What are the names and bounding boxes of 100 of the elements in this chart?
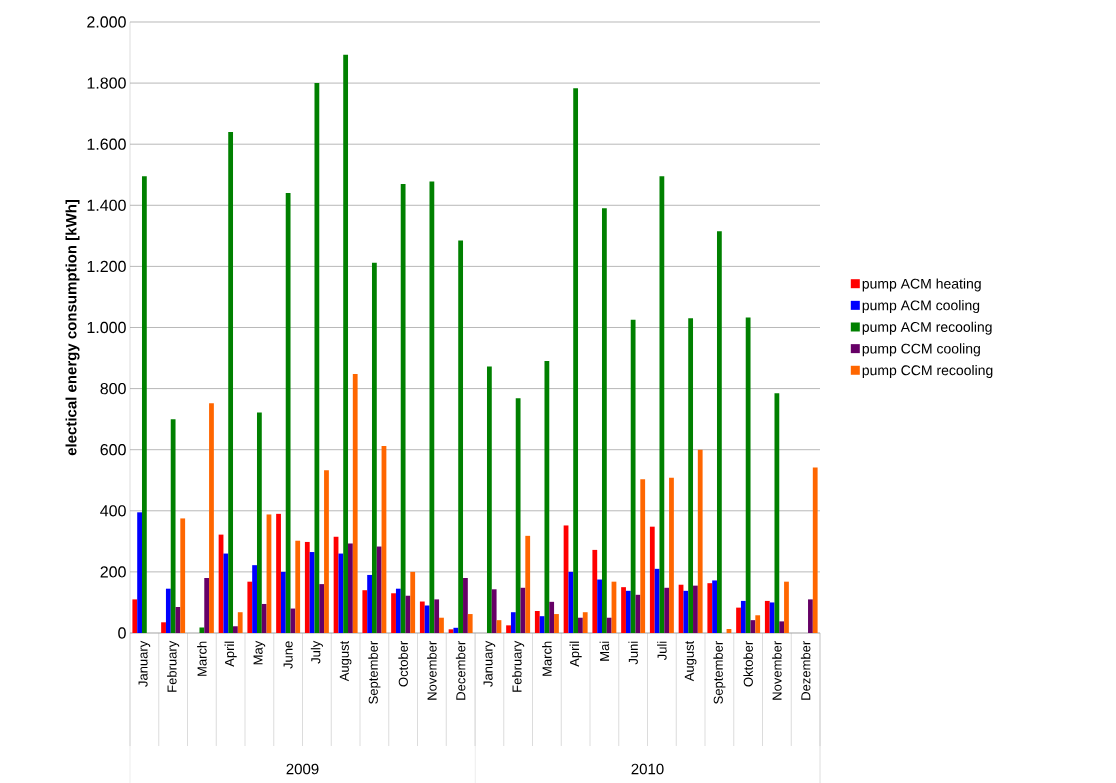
bar <box>410 571 416 633</box>
bar <box>463 577 468 633</box>
x-tick-label: March <box>197 641 207 676</box>
x-tick-label: March <box>542 641 552 676</box>
y-tick-label: 1.200 <box>87 260 126 272</box>
x-tick-label: November <box>427 640 437 700</box>
x-tick-label: June <box>283 641 293 669</box>
bar <box>640 479 646 633</box>
bar <box>578 617 583 633</box>
bar <box>429 181 435 633</box>
bar <box>348 543 353 633</box>
y-tick-label: 600 <box>100 443 126 456</box>
bar <box>285 192 291 633</box>
x-tick-label: September <box>713 640 726 704</box>
bar <box>371 262 377 633</box>
bar <box>391 593 396 633</box>
bar <box>812 467 818 633</box>
bar <box>362 590 368 633</box>
bar <box>170 419 176 633</box>
x-tick-label: Oktober <box>743 640 753 687</box>
x-tick-label: Juli <box>657 641 667 660</box>
y-tick-label: 0 <box>118 627 126 639</box>
bar <box>568 571 574 633</box>
bar <box>582 612 588 633</box>
bar <box>554 613 559 633</box>
bar <box>180 518 186 633</box>
bar <box>659 176 665 633</box>
x-tick-label: February <box>167 640 180 692</box>
bar <box>453 627 459 633</box>
bar <box>252 565 257 633</box>
bar <box>755 615 761 633</box>
x-tick-label: February <box>512 640 525 692</box>
bar <box>745 317 751 633</box>
bar <box>209 403 214 633</box>
y-tick-label: 1.800 <box>87 77 126 89</box>
bar <box>228 131 234 633</box>
y-tick-label: 400 <box>100 505 126 517</box>
bar <box>697 449 703 633</box>
bar <box>324 470 329 633</box>
bar <box>573 88 579 633</box>
bar <box>352 373 358 633</box>
bar <box>367 574 372 633</box>
bar <box>161 622 166 633</box>
bar <box>338 553 344 633</box>
bar <box>439 617 444 633</box>
y-tick-label: 1.000 <box>87 321 126 334</box>
bar <box>630 319 636 633</box>
bar <box>669 477 674 633</box>
bar <box>712 580 717 633</box>
bar <box>319 584 325 633</box>
x-tick-label: April <box>569 641 582 667</box>
y-tick-label: 1.400 <box>87 199 126 211</box>
bar <box>165 588 171 633</box>
bar <box>295 540 301 633</box>
bar <box>486 366 492 633</box>
y-tick-label: 200 <box>100 566 126 578</box>
bar <box>621 587 626 633</box>
text: 2010 <box>631 763 664 775</box>
x-tick-label: Dezember <box>800 640 811 700</box>
bar <box>736 607 741 633</box>
legend-label: pump CCM cooling <box>862 343 980 357</box>
bar <box>276 513 281 633</box>
bar <box>510 612 516 633</box>
text: 2009 <box>286 763 319 775</box>
bar <box>304 541 310 633</box>
bar <box>434 599 440 633</box>
bar <box>764 600 770 633</box>
bar <box>625 590 631 633</box>
bar <box>491 589 497 633</box>
y-axis-title: electical energy consumption [kWh] <box>65 199 80 456</box>
x-tick-label: December <box>455 640 466 700</box>
bar <box>237 612 243 633</box>
x-tick-label: July <box>310 640 323 664</box>
bar <box>506 625 511 633</box>
bar <box>132 599 138 633</box>
bar <box>693 585 698 633</box>
y-tick-label: 800 <box>100 382 126 395</box>
bar <box>664 587 670 633</box>
legend-label: pump ACM recooling <box>862 321 992 335</box>
bar <box>606 617 612 633</box>
x-tick-label: November <box>772 640 782 700</box>
bar <box>688 318 694 633</box>
bar <box>549 601 555 633</box>
bar <box>314 83 320 633</box>
bar <box>204 577 210 633</box>
x-tick-label: September <box>368 640 381 704</box>
bar <box>199 627 205 633</box>
bar <box>649 526 655 633</box>
legend-label: pump CCM recooling <box>862 364 993 378</box>
bar <box>601 208 607 633</box>
bar <box>544 361 550 633</box>
bar <box>597 579 602 633</box>
bar <box>740 600 746 633</box>
bar <box>774 393 780 633</box>
bar <box>233 626 238 633</box>
x-tick-label: October <box>398 640 408 687</box>
x-tick-label: Mai <box>599 641 610 661</box>
y-tick-label: 1.600 <box>87 138 126 150</box>
bar <box>247 581 253 633</box>
bar <box>784 581 789 633</box>
